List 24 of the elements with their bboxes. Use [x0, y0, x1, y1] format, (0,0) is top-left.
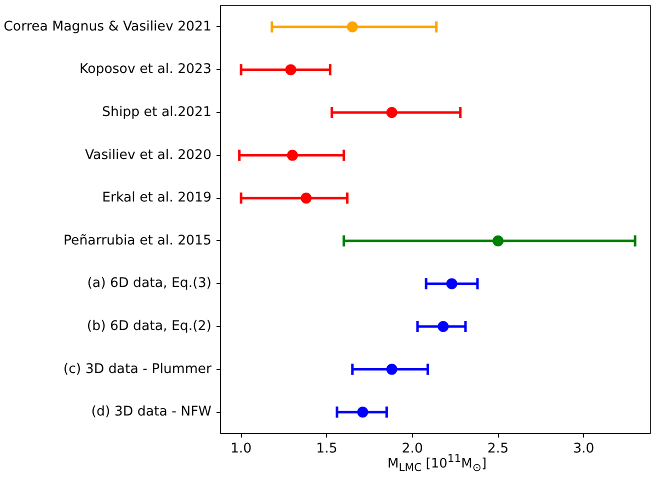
y-tick-label: (c) 3D data - Plummer	[63, 362, 212, 377]
y-tick-label: (d) 3D data - NFW	[91, 404, 212, 420]
y-tick-label: (a) 6D data, Eq.(3)	[87, 276, 212, 292]
y-tick-label: (b) 6D data, Eq.(2)	[86, 319, 212, 334]
x-tick-label: 3.0	[573, 442, 594, 456]
point	[386, 364, 398, 375]
y-tick-label: Erkal et al. 2019	[102, 190, 212, 206]
point	[300, 192, 312, 204]
y-tick-label: Correa Magnus & Vasiliev 2021	[4, 19, 212, 34]
point	[438, 321, 449, 332]
point	[346, 21, 358, 32]
point	[492, 235, 504, 246]
point	[446, 278, 458, 290]
point	[357, 406, 368, 418]
y-tick-label: Vasiliev et al. 2020	[84, 148, 212, 163]
point	[386, 107, 398, 118]
x-tick-label: 1.0	[230, 442, 252, 456]
y-tick-label: Koposov et al. 2023	[80, 62, 212, 78]
point	[285, 64, 296, 76]
point	[286, 150, 298, 161]
x-tick-label: 2.5	[487, 442, 509, 456]
x-tick-label: 1.5	[316, 442, 338, 456]
y-tick-label: Shipp et al.2021	[102, 105, 212, 120]
y-tick-label: Peñarrubia et al. 2015	[63, 233, 212, 248]
